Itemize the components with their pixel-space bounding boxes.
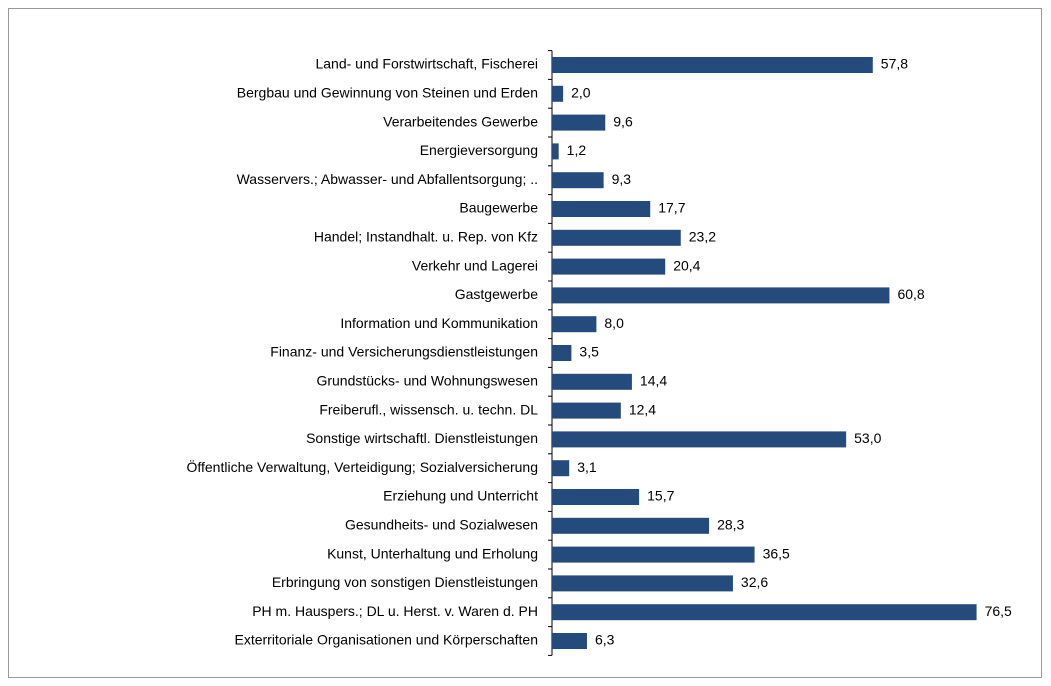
category-label: Grundstücks- und Wohnungswesen <box>316 373 538 389</box>
value-label: 20,4 <box>673 257 700 273</box>
bar <box>552 431 847 448</box>
value-label: 76,5 <box>985 603 1012 619</box>
category-label: Bergbau und Gewinnung von Steinen und Er… <box>237 85 538 101</box>
value-label: 57,8 <box>881 56 908 72</box>
value-label: 15,7 <box>647 488 674 504</box>
category-label: Verarbeitendes Gewerbe <box>383 113 538 129</box>
chart-frame <box>8 8 1042 678</box>
bar <box>552 489 640 505</box>
category-label: Energieversorgung <box>420 142 538 158</box>
category-label: Finanz- und Versicherungsdienstleistunge… <box>270 344 538 360</box>
bar <box>552 57 873 73</box>
value-label: 32,6 <box>741 574 768 590</box>
value-label: 17,7 <box>658 200 685 216</box>
bar <box>552 258 666 275</box>
value-label: 23,2 <box>689 229 716 245</box>
category-label: Sonstige wirtschaftl. Dienstleistungen <box>306 430 538 446</box>
value-label: 12,4 <box>629 401 656 417</box>
category-label: Verkehr und Lagerei <box>412 257 538 273</box>
category-label: Öffentliche Verwaltung, Verteidigung; So… <box>186 458 538 475</box>
bar <box>552 373 632 390</box>
category-label: Exterritoriale Organisationen und Körper… <box>234 632 538 648</box>
category-label: Erziehung und Unterricht <box>383 488 538 504</box>
value-label: 36,5 <box>763 545 790 561</box>
value-label: 3,5 <box>579 344 599 360</box>
bar <box>552 575 733 592</box>
category-label: Kunst, Unterhaltung und Erholung <box>327 545 538 561</box>
bar <box>552 345 572 361</box>
bar <box>552 517 710 534</box>
category-label: Wasservers.; Abwasser- und Abfallentsorg… <box>237 171 538 187</box>
category-label: Handel; Instandhalt. u. Rep. von Kfz <box>314 229 538 245</box>
category-label: Freiberufl., wissensch. u. techn. DL <box>319 401 538 417</box>
value-label: 28,3 <box>717 517 744 533</box>
bar <box>552 460 570 477</box>
category-label: Land- und Forstwirtschaft, Fischerei <box>315 56 538 72</box>
value-label: 14,4 <box>640 373 667 389</box>
bar <box>552 172 604 189</box>
category-label: Erbringung von sonstigen Dienstleistunge… <box>272 574 538 590</box>
value-label: 3,1 <box>577 459 597 475</box>
value-label: 6,3 <box>595 632 615 648</box>
value-label: 9,3 <box>612 171 632 187</box>
bar <box>552 229 681 246</box>
bar <box>552 114 606 131</box>
category-label: PH m. Hauspers.; DL u. Herst. v. Waren d… <box>252 603 538 619</box>
bar <box>552 143 559 160</box>
value-label: 9,6 <box>613 113 633 129</box>
category-label: Baugewerbe <box>459 200 538 216</box>
value-label: 60,8 <box>897 286 924 302</box>
category-label: Gastgewerbe <box>455 286 538 302</box>
value-label: 8,0 <box>604 315 624 331</box>
value-label: 2,0 <box>571 85 591 101</box>
bar <box>552 546 755 563</box>
bar <box>552 85 564 102</box>
category-label: Information und Kommunikation <box>340 315 538 331</box>
bar <box>552 316 597 333</box>
value-label: 1,2 <box>567 142 587 158</box>
bar <box>552 633 587 649</box>
bar <box>552 287 890 304</box>
bar <box>552 604 977 621</box>
bar <box>552 402 621 419</box>
bar <box>552 201 651 217</box>
value-label: 53,0 <box>854 430 881 446</box>
category-label: Gesundheits- und Sozialwesen <box>345 517 538 533</box>
